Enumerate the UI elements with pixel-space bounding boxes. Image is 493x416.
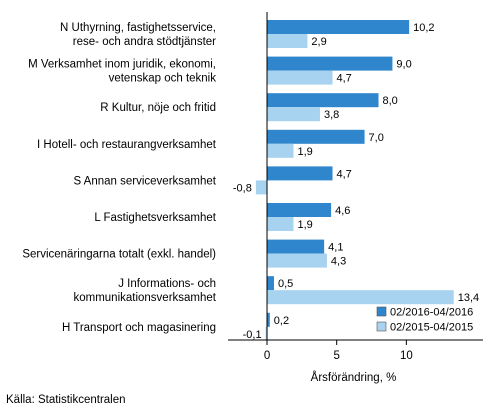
value-label-series2-7: 4,3: [331, 256, 346, 268]
category-label-1: N Uthyrning, fastighetsservice,: [60, 22, 216, 34]
bar-series1-8: [267, 276, 274, 291]
legend-label-2: 02/2015-04/2015: [390, 322, 473, 334]
legend-label-1: 02/2016-04/2016: [390, 307, 473, 319]
bar-series1-6: [267, 203, 332, 217]
bar-series1-9: [267, 312, 270, 327]
value-label-series2-3: 3,8: [324, 109, 339, 121]
value-label-series2-5: -0,8: [233, 182, 252, 194]
category-label-2: M Verksamhet inom juridik, ekonomi,: [28, 59, 216, 71]
category-label-9: H Transport och magasinering: [62, 322, 216, 334]
category-label-4: I Hotell- och restaurangverksamhet: [37, 139, 217, 151]
value-label-series1-4: 7,0: [369, 132, 384, 144]
category-label-3: R Kultur, nöje och fritid: [100, 102, 216, 114]
bar-series2-7: [267, 253, 327, 268]
bar-series2-5: [255, 180, 268, 195]
bar-series1-4: [267, 129, 365, 144]
value-label-series2-6: 1,9: [297, 219, 312, 231]
category-label-7: Servicenäringarna totalt (exkl. handel): [22, 249, 216, 261]
category-label-5: S Annan serviceverksamhet: [73, 175, 216, 187]
bar-series1-7: [267, 239, 325, 254]
category-label-8: J Informations- och: [118, 278, 216, 290]
bar-series2-1: [267, 34, 308, 48]
bar-series2-4: [267, 143, 294, 158]
bar-series2-9: [265, 326, 268, 341]
bar-series1-5: [267, 166, 333, 181]
bar-series2-2: [267, 70, 333, 85]
x-tick-label-1: 0: [264, 350, 270, 362]
category-label-6: L Fastighetsverksamhet: [94, 212, 216, 224]
bar-series2-8: [267, 290, 454, 305]
bar-series1-1: [267, 20, 410, 34]
source-text: Källa: Statistikcentralen: [6, 394, 126, 406]
value-label-series1-9: 0,2: [274, 315, 289, 327]
bar-series2-6: [267, 217, 294, 231]
category-label-1: rese- och andra stödtjänster: [73, 36, 216, 48]
value-label-series2-8: 13,4: [458, 292, 479, 304]
legend-swatch-1: [376, 306, 387, 317]
value-label-series2-2: 4,7: [337, 73, 352, 85]
value-label-series2-1: 2,9: [311, 36, 326, 48]
legend-swatch-2: [376, 321, 387, 332]
category-label-8: kommunikationsverksamhet: [73, 292, 216, 304]
value-label-series1-7: 4,1: [328, 242, 343, 254]
bar-series1-3: [267, 93, 379, 108]
bar-series1-2: [267, 56, 393, 71]
category-label-2: vetenskap och teknik: [109, 73, 217, 85]
value-label-series1-2: 9,0: [396, 59, 411, 71]
value-label-series2-4: 1,9: [297, 146, 312, 158]
value-label-series1-3: 8,0: [382, 95, 397, 107]
bar-series2-3: [267, 107, 320, 122]
x-tick-label-2: 5: [333, 350, 339, 362]
value-label-series1-1: 10,2: [413, 22, 434, 34]
x-tick-label-3: 10: [400, 350, 413, 362]
value-label-series1-8: 0,5: [278, 278, 293, 290]
value-label-series1-6: 4,6: [335, 205, 350, 217]
x-axis-title: Årsförändring, %: [311, 371, 397, 384]
value-label-series1-5: 4,7: [337, 168, 352, 180]
value-label-series2-9: -0,1: [243, 329, 262, 341]
